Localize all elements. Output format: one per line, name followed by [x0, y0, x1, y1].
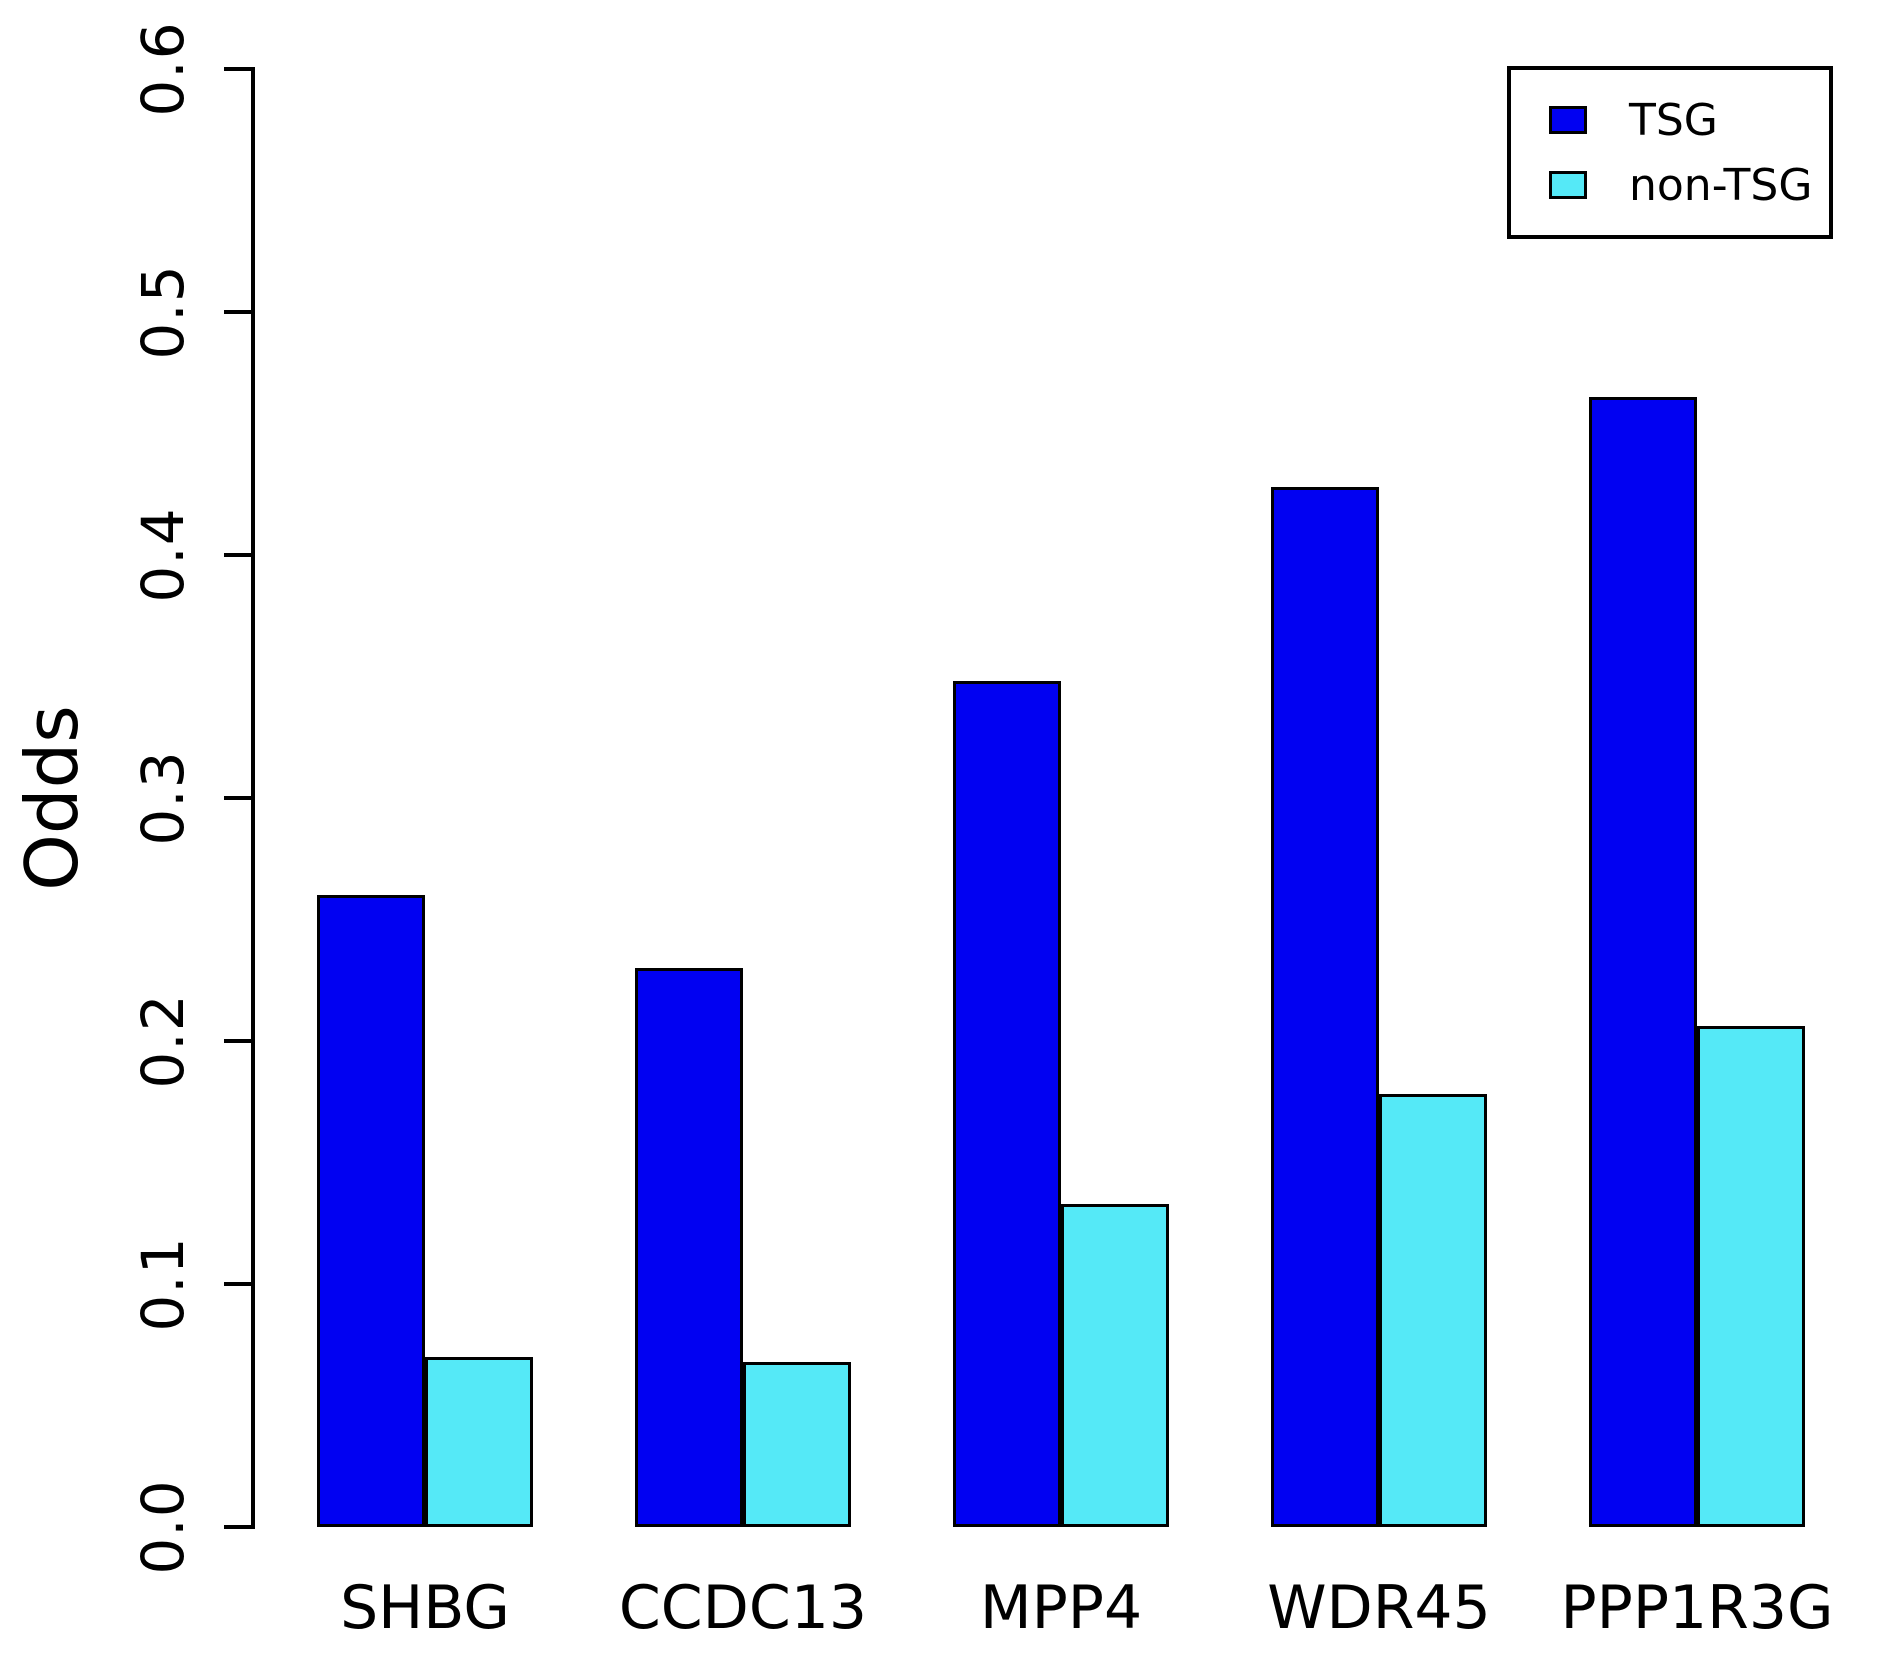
y-tick-mark: [224, 1525, 251, 1529]
y-tick-label: 0.3: [129, 750, 197, 846]
y-tick-label: 0.5: [129, 264, 197, 360]
bar-ppp1r3g-non-tsg: [1697, 1026, 1805, 1527]
y-tick-mark: [224, 1039, 251, 1043]
y-tick-label: 0.4: [129, 507, 197, 603]
y-tick-mark: [224, 1282, 251, 1286]
y-tick-mark: [224, 67, 251, 71]
y-tick-label: 0.0: [129, 1479, 197, 1575]
y-tick-mark: [224, 310, 251, 314]
bar-wdr45-tsg: [1271, 487, 1379, 1527]
bar-group-wdr45: [1271, 69, 1487, 1527]
legend-label: TSG: [1629, 94, 1718, 146]
y-tick-mark: [224, 553, 251, 557]
legend: TSG non-TSG: [1507, 66, 1833, 239]
y-tick-label: 0.6: [129, 21, 197, 117]
bar-group-shbg: [317, 69, 533, 1527]
legend-label: non-TSG: [1629, 159, 1813, 211]
y-axis-line: [251, 67, 255, 1529]
bar-group-ppp1r3g: [1589, 69, 1805, 1527]
bar-ccdc13-non-tsg: [743, 1362, 851, 1527]
x-category-label: CCDC13: [618, 1573, 868, 1643]
x-category-label: PPP1R3G: [1560, 1573, 1834, 1643]
x-category-label: MPP4: [979, 1573, 1143, 1643]
bar-shbg-tsg: [317, 895, 425, 1527]
bar-shbg-non-tsg: [425, 1357, 533, 1527]
y-tick-label: 0.2: [129, 993, 197, 1089]
y-axis-title: Odds: [10, 705, 94, 891]
bar-group-ccdc13: [635, 69, 851, 1527]
bar-ppp1r3g-tsg: [1589, 397, 1697, 1527]
y-tick-label: 0.1: [129, 1236, 197, 1332]
x-category-label: WDR45: [1267, 1573, 1491, 1643]
x-category-label: SHBG: [340, 1573, 510, 1643]
bar-mpp4-non-tsg: [1061, 1204, 1169, 1527]
plot-area: [255, 69, 1820, 1527]
bar-wdr45-non-tsg: [1379, 1094, 1487, 1527]
legend-row: non-TSG: [1549, 160, 1829, 211]
legend-swatch-tsg: [1549, 106, 1587, 134]
y-tick-mark: [224, 796, 251, 800]
bar-mpp4-tsg: [953, 681, 1061, 1527]
legend-row: TSG: [1549, 95, 1829, 146]
bar-group-mpp4: [953, 69, 1169, 1527]
legend-swatch-non-tsg: [1549, 171, 1587, 199]
bar-ccdc13-tsg: [635, 968, 743, 1527]
